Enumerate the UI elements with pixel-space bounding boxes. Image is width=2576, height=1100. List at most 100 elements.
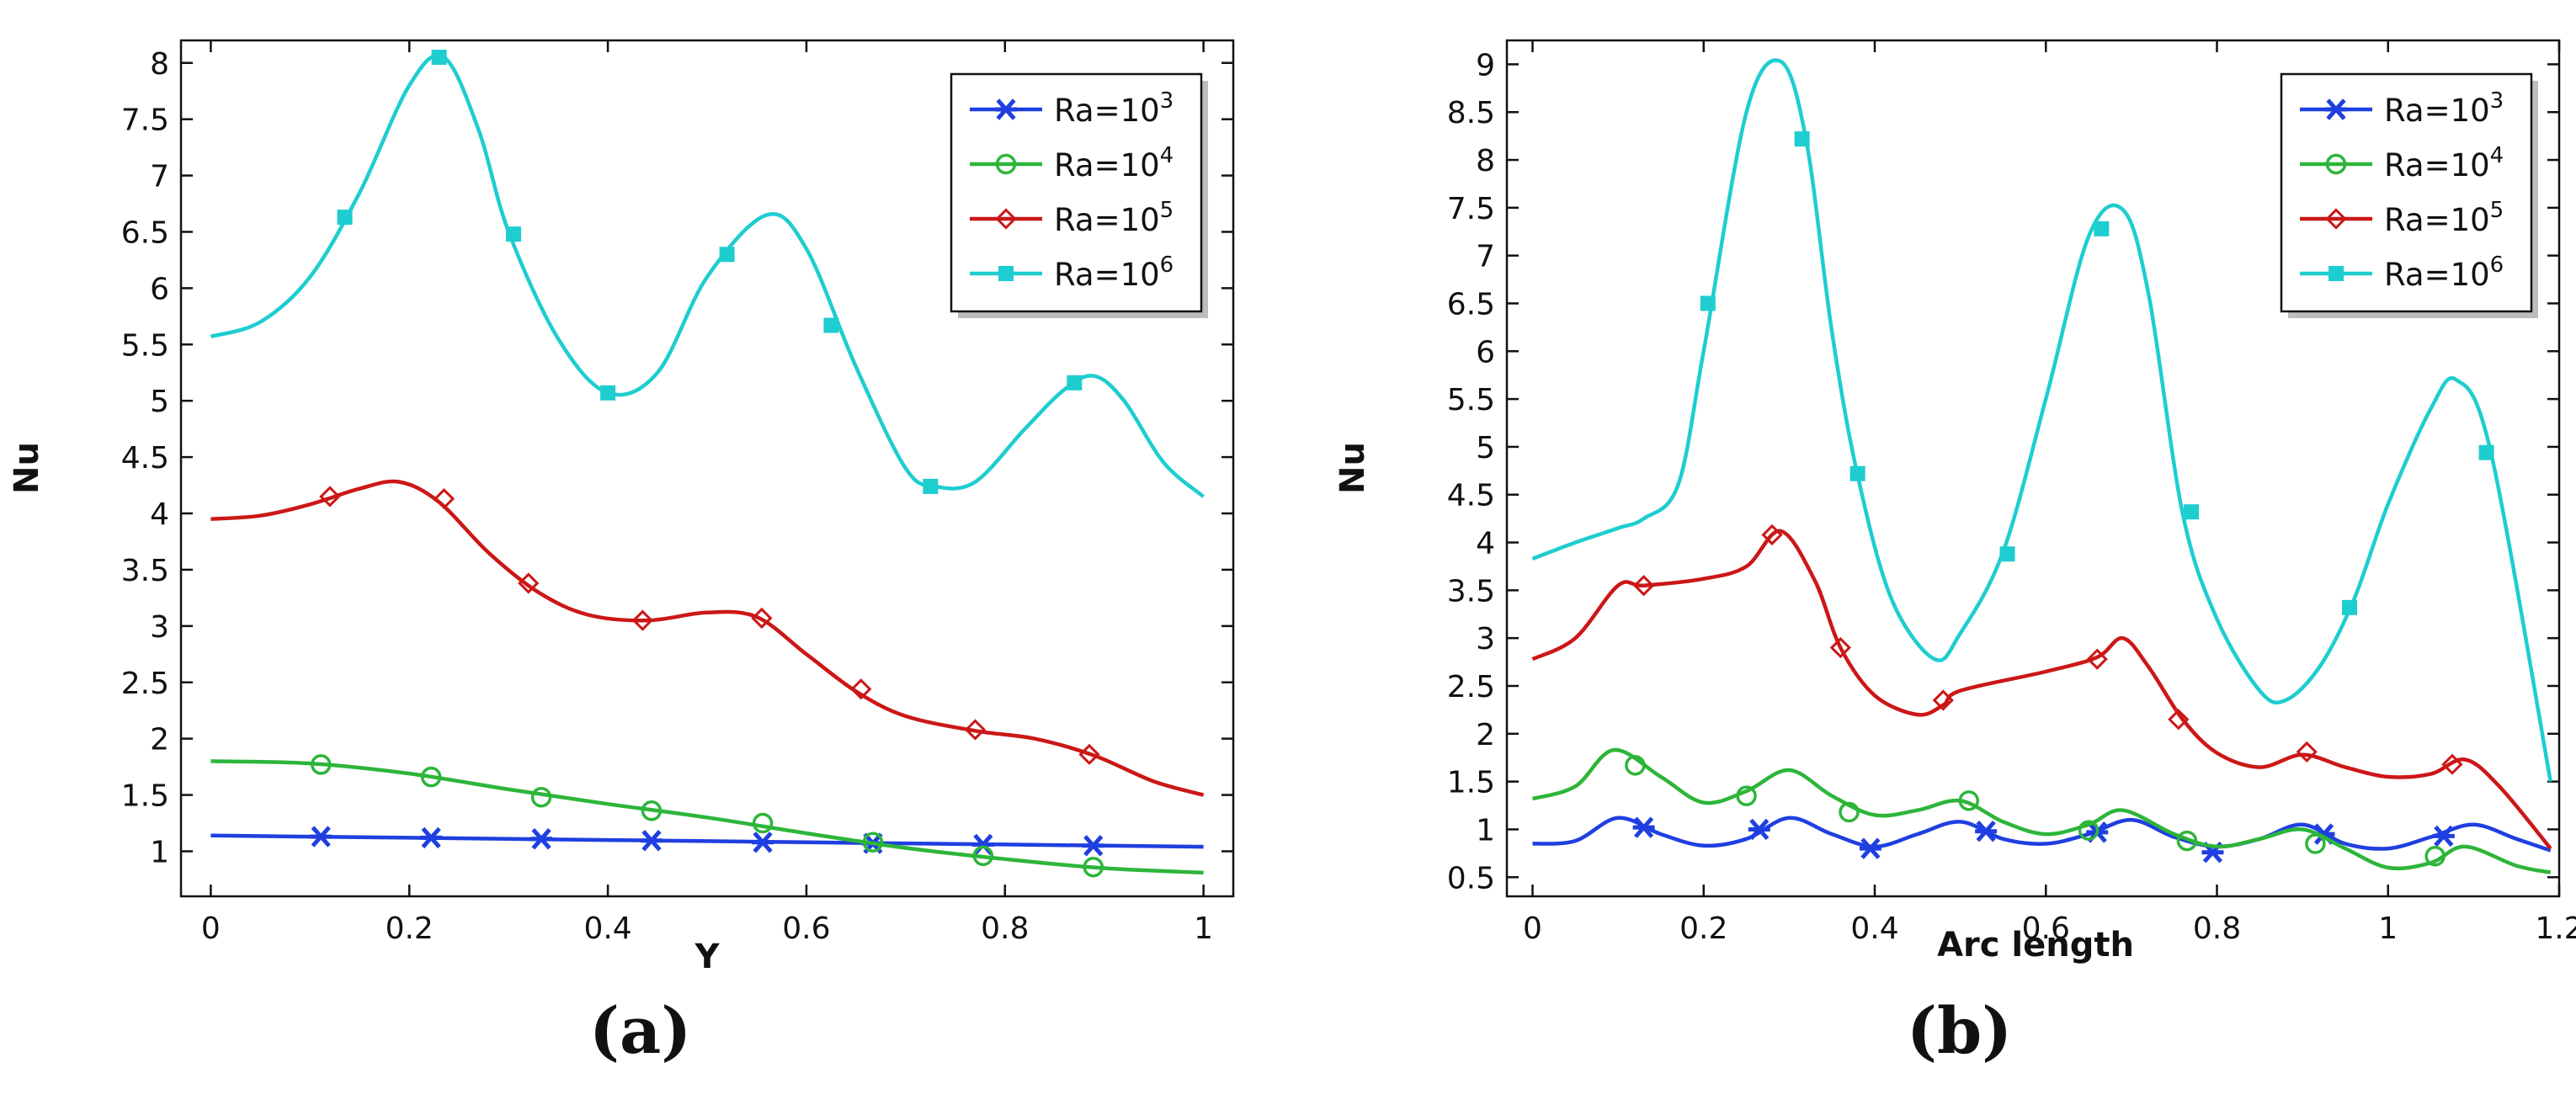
x-tick-label: 0.4 [583, 911, 631, 946]
legend-label-base: Ra=10 [1054, 147, 1160, 183]
marker-ra1e5 [1932, 689, 1954, 711]
x-tick-label: 0.8 [981, 911, 1029, 946]
marker-ra1e5 [751, 607, 773, 630]
marker-ra1e4 [311, 754, 332, 775]
legend-entry-ra1e6: Ra=106 [2300, 252, 2504, 293]
marker-ra1e3 [1632, 816, 1655, 838]
y-tick-label: 7 [150, 160, 169, 194]
legend-label-exponent: 6 [2490, 252, 2504, 278]
marker-ra1e6 [600, 385, 616, 401]
plot-frame [179, 39, 1235, 898]
marker-ra1e6 [1850, 465, 1865, 481]
marker-ra1e6 [431, 50, 447, 66]
x-axis-label: Y [695, 938, 721, 976]
y-tick-label: 4.5 [121, 441, 169, 476]
marker-ra1e5 [518, 572, 540, 594]
y-tick-label: 2 [150, 723, 169, 757]
y-tick-label: 1.5 [121, 779, 169, 814]
marker-ra1e3 [530, 828, 553, 850]
legend-label-exponent: 6 [1160, 252, 1174, 278]
x-tick-label: 0.4 [1850, 911, 1898, 946]
marker-ra1e3 [640, 830, 663, 852]
marker-ra1e3 [1975, 821, 1998, 842]
marker-ra1e4 [1958, 790, 1980, 811]
y-tick-label: 3.5 [1447, 574, 1495, 608]
marker-ra1e6 [719, 247, 735, 263]
legend-label-exponent: 4 [2490, 143, 2504, 168]
y-tick-label: 1 [1476, 813, 1495, 848]
y-tick-label: 6.5 [1447, 287, 1495, 321]
x-tick-label: 1 [1194, 911, 1213, 946]
legend-label: Ra=106 [2384, 252, 2504, 293]
legend-entry-ra1e4: Ra=104 [2300, 143, 2504, 183]
legend-label: Ra=103 [2384, 88, 2504, 129]
marker-ra1e3 [310, 826, 333, 848]
plot-area [210, 50, 1206, 878]
marker-ra1e4 [641, 800, 663, 821]
legend-marker [2325, 208, 2347, 230]
marker-ra1e6 [1067, 375, 1083, 391]
legend-marker [995, 153, 1017, 175]
x-tick-label: 0.2 [1679, 911, 1727, 946]
marker-ra1e6 [2094, 221, 2110, 236]
panel-label-b: (b) [1907, 993, 2013, 1068]
legend-label: Ra=104 [2384, 143, 2504, 183]
marker-ra1e5 [2168, 709, 2190, 731]
chart-panel-a: 0 0.2 0.4 0.6 0.8 1 1 1.5 2 2.5 3 3.5 4 4.5 5 5.5 6 6.5 7 7… [8, 39, 1235, 976]
plot-frame [1505, 39, 2561, 898]
legend-marker [2325, 98, 2347, 120]
legend-marker [2325, 153, 2347, 175]
marker-ra1e6 [2342, 599, 2358, 615]
marker-ra1e4 [2305, 833, 2326, 854]
y-tick-label: 2.5 [121, 667, 169, 701]
y-tick-label: 1 [150, 835, 169, 869]
legend-label-base: Ra=10 [2384, 257, 2490, 293]
legend-entry-ra1e5: Ra=105 [2300, 198, 2504, 238]
marker-ra1e6 [506, 226, 522, 242]
marker-ra1e4 [420, 766, 442, 788]
legend-label-exponent: 3 [2490, 88, 2504, 114]
marker-ra1e4 [1625, 755, 1646, 776]
legend-label-exponent: 5 [2490, 198, 2504, 223]
legend-marker [995, 98, 1017, 120]
marker-ra1e4 [530, 786, 552, 808]
legend-entry-ra1e3: Ra=103 [970, 88, 1174, 129]
x-tick-label: 0.8 [2193, 911, 2241, 946]
y-tick-label: 4 [150, 497, 169, 532]
series-line-ra1e3 [1532, 816, 2552, 853]
legend-label: Ra=105 [1054, 198, 1174, 238]
x-axis-label: Arc length [1937, 926, 2134, 964]
y-tick-label: 5 [1476, 431, 1495, 465]
x-tick-label: 1.2 [2535, 911, 2576, 946]
marker-ra1e5 [631, 609, 653, 631]
marker-ra1e3 [752, 832, 774, 853]
plot-area [1531, 58, 2553, 874]
marker-ra1e4 [1083, 856, 1104, 878]
y-tick-label: 4 [1476, 527, 1495, 561]
legend-entry-ra1e3: Ra=103 [2300, 88, 2504, 129]
marker-ra1e6 [923, 478, 939, 494]
marker-ra1e4 [2424, 846, 2446, 867]
legend-label-base: Ra=10 [1054, 202, 1160, 238]
x-tick-label: 0.6 [782, 911, 830, 946]
legend-label-exponent: 5 [1160, 198, 1174, 223]
x-tick-label: 0.2 [386, 911, 434, 946]
legend-marker [998, 266, 1014, 281]
marker-ra1e4 [862, 832, 884, 853]
legend-label: Ra=104 [1054, 143, 1174, 183]
y-tick-label: 0.5 [1447, 861, 1495, 895]
marker-ra1e5 [850, 678, 872, 700]
marker-ra1e6 [1700, 295, 1716, 311]
y-tick-label: 2 [1476, 718, 1495, 752]
legend-entry-ra1e6: Ra=106 [970, 252, 1174, 293]
marker-ra1e5 [1078, 743, 1100, 766]
legend-label-base: Ra=10 [2384, 202, 2490, 238]
y-tick-label: 8 [1476, 144, 1495, 178]
y-tick-label: 4.5 [1447, 479, 1495, 513]
marker-ra1e4 [1839, 801, 1860, 823]
marker-ra1e5 [319, 486, 341, 507]
marker-ra1e5 [2296, 741, 2318, 763]
